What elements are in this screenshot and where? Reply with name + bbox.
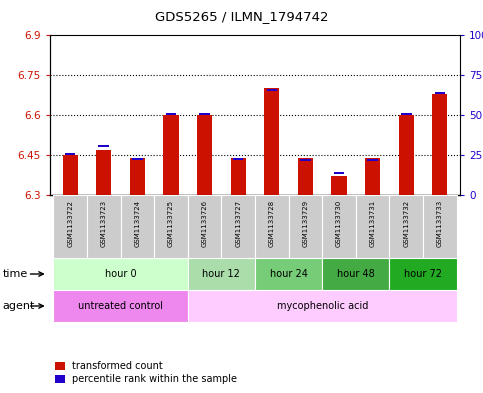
Bar <box>365 158 380 195</box>
Bar <box>121 195 154 258</box>
Bar <box>130 158 145 195</box>
Bar <box>300 159 311 162</box>
Bar <box>99 145 109 147</box>
Bar <box>188 195 221 258</box>
Text: GSM1133729: GSM1133729 <box>302 200 309 247</box>
Bar <box>389 258 456 290</box>
Bar <box>289 195 322 258</box>
Bar <box>356 195 389 258</box>
Text: GSM1133727: GSM1133727 <box>235 200 241 247</box>
Bar <box>322 258 389 290</box>
Bar <box>389 195 423 258</box>
Bar <box>322 195 356 258</box>
Text: untreated control: untreated control <box>78 301 163 311</box>
Text: GSM1133728: GSM1133728 <box>269 200 275 247</box>
Bar <box>188 258 255 290</box>
Bar <box>231 158 246 195</box>
Bar <box>398 115 414 195</box>
Bar <box>63 155 78 195</box>
Text: agent: agent <box>2 301 35 311</box>
Bar <box>331 176 347 195</box>
Text: mycophenolic acid: mycophenolic acid <box>277 301 368 311</box>
Text: hour 24: hour 24 <box>270 269 308 279</box>
Text: hour 48: hour 48 <box>337 269 375 279</box>
Legend: transformed count, percentile rank within the sample: transformed count, percentile rank withi… <box>55 361 237 384</box>
Bar <box>221 195 255 258</box>
Text: hour 0: hour 0 <box>105 269 136 279</box>
Bar <box>188 290 456 322</box>
Bar <box>53 290 188 322</box>
Bar <box>53 258 188 290</box>
Bar <box>255 258 322 290</box>
Bar <box>401 113 412 115</box>
Bar <box>132 158 142 160</box>
Text: GSM1133724: GSM1133724 <box>134 200 141 247</box>
Text: GDS5265 / ILMN_1794742: GDS5265 / ILMN_1794742 <box>155 10 328 23</box>
Text: GSM1133722: GSM1133722 <box>67 200 73 247</box>
Bar <box>154 195 188 258</box>
Text: GSM1133731: GSM1133731 <box>369 200 376 247</box>
Bar <box>233 158 243 160</box>
Bar <box>96 150 112 195</box>
Bar <box>255 195 289 258</box>
Bar <box>197 115 212 195</box>
Text: GSM1133732: GSM1133732 <box>403 200 409 247</box>
Bar <box>163 115 179 195</box>
Bar <box>435 92 445 94</box>
Bar <box>423 195 456 258</box>
Bar <box>334 172 344 174</box>
Text: hour 12: hour 12 <box>202 269 241 279</box>
Bar <box>166 113 176 115</box>
Text: GSM1133726: GSM1133726 <box>201 200 208 247</box>
Bar <box>264 88 279 195</box>
Text: GSM1133730: GSM1133730 <box>336 200 342 247</box>
Text: GSM1133723: GSM1133723 <box>101 200 107 247</box>
Bar <box>53 195 87 258</box>
Bar <box>65 153 75 155</box>
Text: GSM1133725: GSM1133725 <box>168 200 174 247</box>
Bar <box>298 158 313 195</box>
Text: time: time <box>2 269 28 279</box>
Bar <box>199 113 210 115</box>
Text: hour 72: hour 72 <box>404 269 442 279</box>
Bar <box>87 195 121 258</box>
Text: GSM1133733: GSM1133733 <box>437 200 443 247</box>
Bar <box>368 159 378 162</box>
Bar <box>432 94 447 195</box>
Bar <box>267 89 277 91</box>
